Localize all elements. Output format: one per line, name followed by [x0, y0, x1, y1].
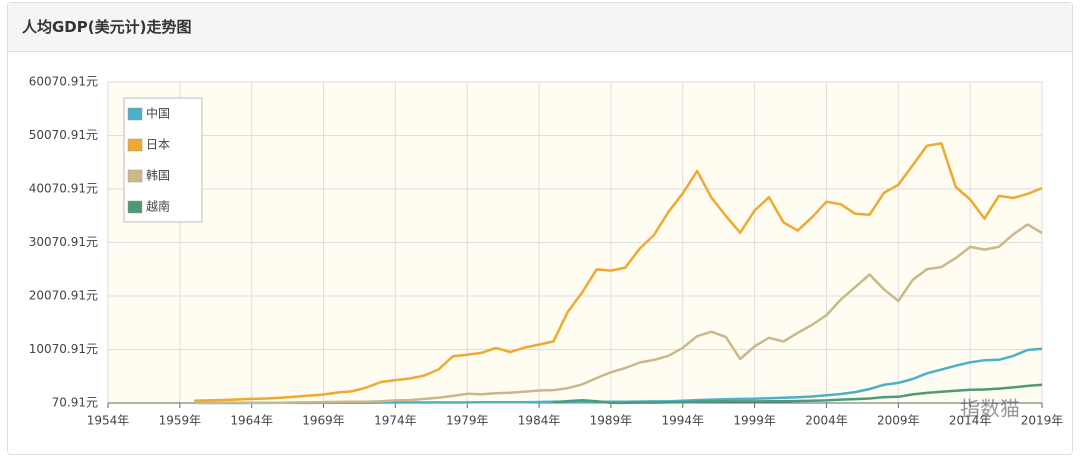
x-tick-label: 1974年: [374, 414, 417, 428]
legend-swatch: [127, 169, 143, 183]
x-tick-label: 1989年: [590, 414, 633, 428]
legend-label: 日本: [146, 138, 170, 152]
y-tick-label: 40070.91元: [29, 182, 98, 196]
y-tick-label: 50070.91元: [29, 128, 98, 142]
y-tick-label: 60070.91元: [29, 75, 98, 89]
y-tick-label: 70.91元: [52, 396, 98, 410]
x-tick-label: 1999年: [733, 414, 776, 428]
x-tick-label: 1984年: [518, 414, 561, 428]
y-tick-label: 20070.91元: [29, 289, 98, 303]
x-tick-label: 1954年: [87, 414, 130, 428]
x-tick-label: 1979年: [446, 414, 489, 428]
x-tick-label: 1964年: [230, 414, 273, 428]
legend-swatch: [127, 107, 143, 121]
x-tick-label: 1969年: [302, 414, 345, 428]
series-line: [553, 383, 1043, 405]
series-line: [194, 142, 1043, 403]
legend-label: 越南: [146, 199, 170, 214]
y-tick-label: 10070.91元: [29, 342, 98, 356]
x-tick-label: 2004年: [805, 414, 848, 428]
x-tick-label: 2019年: [1021, 414, 1064, 428]
legend-label: 中国: [146, 106, 170, 121]
x-tick-label: 2009年: [877, 414, 920, 428]
y-tick-label: 30070.91元: [29, 235, 98, 249]
x-tick-label: 2014年: [949, 414, 992, 428]
watermark: 指数猫: [960, 397, 1020, 421]
legend-swatch: [127, 200, 143, 214]
panel-title: 人均GDP(美元计)走势图: [8, 3, 1072, 52]
series-line: [194, 223, 1043, 405]
x-tick-label: 1959年: [159, 414, 202, 428]
legend-label: 韩国: [146, 168, 170, 183]
legend-swatch: [127, 138, 143, 152]
x-tick-label: 1994年: [661, 414, 704, 428]
